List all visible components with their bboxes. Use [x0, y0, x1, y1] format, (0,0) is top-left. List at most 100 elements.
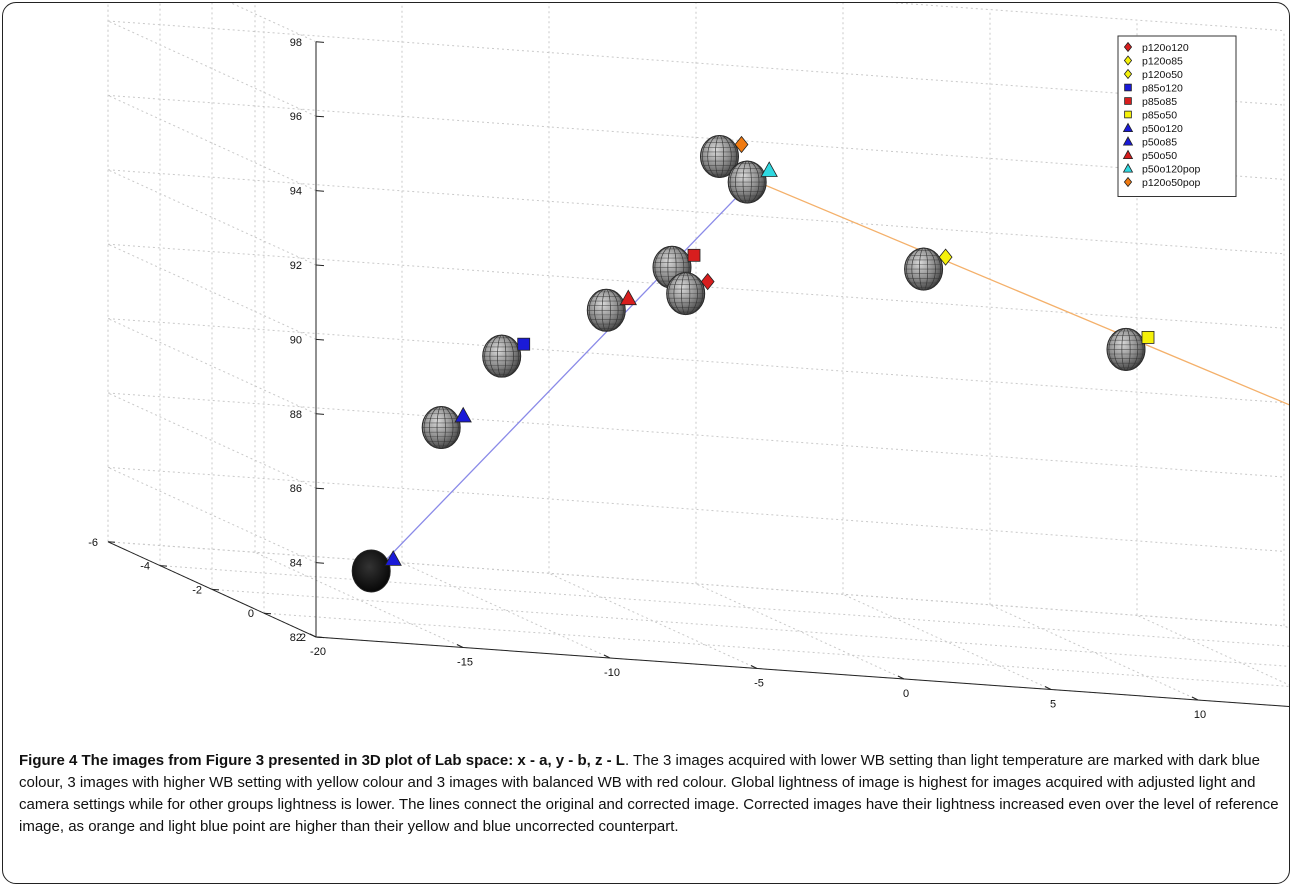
legend-label: p120o85	[1142, 56, 1183, 68]
legend-diamond-marker-icon	[1123, 41, 1133, 53]
legend-label: p50o50	[1142, 150, 1177, 162]
z-tick	[315, 487, 325, 490]
z-tick-label: 84	[290, 558, 302, 570]
mesh-sphere-icon	[421, 406, 461, 450]
z-tick-label: 88	[290, 409, 302, 421]
legend-label: p120o50	[1142, 69, 1183, 81]
grid-line	[159, 565, 1289, 647]
y-tick-label: -6	[88, 537, 98, 549]
z-tick-label: 90	[290, 334, 302, 346]
x-tick	[1191, 696, 1199, 701]
y-tick-label: -4	[140, 561, 150, 573]
x-tick-label: 5	[1050, 699, 1056, 711]
legend-label: p85o85	[1142, 96, 1177, 108]
figure-caption: Figure 4 The images from Figure 3 presen…	[19, 750, 1281, 838]
grid-line	[107, 466, 317, 564]
legend-triangle-marker-icon	[1122, 163, 1134, 173]
legend-square-marker-icon	[1124, 110, 1132, 119]
z-tick-label: 94	[290, 186, 302, 198]
grid-line	[989, 604, 1199, 701]
legend-triangle-marker-icon	[1122, 122, 1134, 133]
grid-line	[107, 20, 317, 117]
mesh-sphere-icon	[700, 135, 739, 178]
mesh-sphere-icon	[727, 160, 767, 204]
z-tick	[315, 41, 325, 43]
legend-square-marker-icon	[1124, 97, 1132, 105]
x-tick-label: -5	[754, 678, 764, 690]
grid-line	[254, 551, 464, 648]
diamond-marker-icon-p120o50	[938, 248, 953, 266]
grid-line	[842, 593, 1052, 690]
mesh-sphere-icon	[666, 272, 706, 316]
grid-line	[1136, 614, 1289, 686]
z-tick	[315, 115, 325, 118]
x-tick-label: 10	[1194, 709, 1206, 721]
grid-line	[107, 466, 1285, 552]
grid-line	[107, 392, 1285, 478]
legend-diamond-marker-icon	[1123, 176, 1133, 188]
diamond-marker-icon-p120o120	[700, 272, 715, 291]
legend-label: p50o120pop	[1142, 164, 1201, 176]
caption-title: Figure 4 The images from Figure 3 presen…	[19, 752, 625, 769]
diamond-marker-icon-p120o50pop	[734, 135, 749, 154]
mesh-sphere-icon	[586, 288, 626, 332]
mesh-sphere-icon	[482, 334, 522, 378]
x-axis-line	[315, 636, 1289, 708]
grid-line	[107, 318, 1285, 404]
legend-box	[1117, 35, 1237, 197]
z-tick-label: 98	[290, 37, 302, 49]
grid-line	[401, 562, 611, 659]
grid-line	[315, 636, 1289, 708]
legend-label: p85o120	[1142, 83, 1183, 95]
legend-label: p50o85	[1142, 137, 1177, 149]
legend-label: p120o50pop	[1142, 177, 1201, 189]
square-marker-icon-p85o85	[687, 248, 701, 262]
grid-line	[695, 583, 905, 680]
x-tick	[456, 644, 464, 648]
legend-triangle-marker-icon	[1122, 149, 1134, 160]
grid-line	[107, 392, 317, 489]
connector-line	[376, 179, 754, 570]
grid-line	[107, 20, 1285, 106]
y-tick-label: 2	[300, 632, 306, 644]
x-tick	[603, 654, 611, 659]
legend-square-marker-icon	[1124, 83, 1132, 92]
y-tick	[211, 588, 220, 591]
plot-grid	[107, 3, 1289, 708]
x-tick	[1044, 686, 1052, 690]
triangle-marker-icon-p50o120	[454, 406, 472, 423]
y-tick	[159, 565, 168, 567]
grid-line	[211, 588, 1289, 667]
sphere-body	[351, 549, 391, 593]
caption-body: . The 3 images acquired with lower WB se…	[19, 752, 1279, 835]
x-tick-label: -10	[604, 667, 620, 679]
grid-line	[107, 243, 1285, 329]
plot-axes: 828486889092949698-20-15-10-505101520-6-…	[88, 37, 1289, 721]
y-tick	[263, 612, 272, 615]
x-tick	[897, 675, 905, 680]
z-tick-label: 82	[290, 632, 302, 644]
connector-line	[752, 179, 1289, 406]
legend-label: p50o120	[1142, 123, 1183, 135]
x-tick-label: -15	[457, 657, 473, 669]
z-tick-label: 86	[290, 483, 302, 495]
y-tick-label: 0	[248, 608, 254, 620]
z-tick	[315, 264, 325, 267]
triangle-marker-icon-p50o120pop	[760, 161, 778, 177]
triangle-marker-icon-p50o50	[619, 289, 637, 306]
square-marker-icon-p85o120	[517, 337, 531, 351]
grid-line	[107, 243, 317, 340]
x-tick-label: -20	[310, 646, 326, 658]
legend-label: p120o120	[1142, 42, 1189, 54]
x-tick-label: 0	[903, 688, 909, 700]
grid-line	[107, 94, 1285, 180]
mesh-sphere-icon	[351, 549, 391, 593]
grid-line	[263, 612, 1289, 687]
z-tick	[315, 338, 325, 341]
legend-diamond-marker-icon	[1123, 68, 1133, 80]
legend-triangle-marker-icon	[1122, 136, 1134, 146]
grid-line	[548, 572, 758, 669]
grid-line	[107, 541, 1285, 627]
